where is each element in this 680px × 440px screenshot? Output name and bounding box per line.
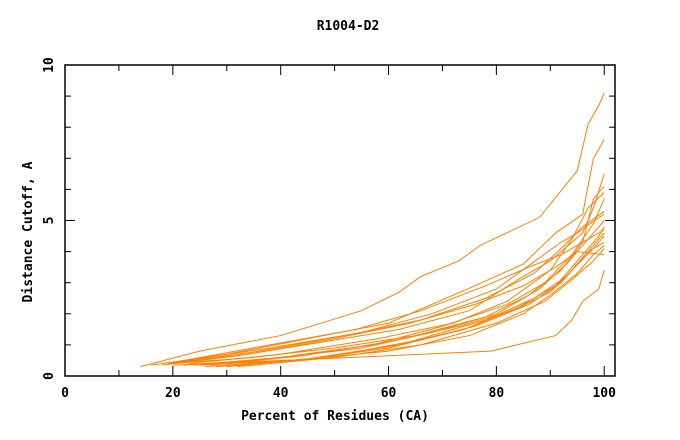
series-line-17 bbox=[237, 248, 605, 368]
x-tick-label: 60 bbox=[381, 386, 397, 401]
series-line-4 bbox=[172, 185, 605, 365]
y-axis-label: Distance Cutoff, A bbox=[21, 161, 36, 302]
x-axis-label: Percent of Residues (CA) bbox=[241, 409, 429, 424]
x-tick-label: 100 bbox=[592, 386, 616, 401]
series-line-15 bbox=[210, 235, 605, 366]
chart-title: R1004-D2 bbox=[317, 19, 380, 34]
x-tick-label: 20 bbox=[165, 386, 181, 401]
series-line-6 bbox=[194, 198, 605, 366]
y-tick-label: 5 bbox=[42, 217, 57, 225]
y-tick-label: 0 bbox=[42, 372, 57, 380]
x-tick-label: 40 bbox=[273, 386, 289, 401]
series-line-10 bbox=[178, 213, 605, 363]
series-line-14 bbox=[167, 251, 605, 365]
series-line-12 bbox=[188, 192, 605, 365]
y-tick-label: 10 bbox=[42, 57, 57, 73]
series-line-0 bbox=[140, 92, 605, 368]
x-tick-label: 80 bbox=[489, 386, 505, 401]
series-line-2 bbox=[151, 139, 605, 366]
x-tick-label: 0 bbox=[61, 386, 69, 401]
series-line-5 bbox=[183, 220, 605, 366]
series-line-16 bbox=[183, 229, 605, 361]
